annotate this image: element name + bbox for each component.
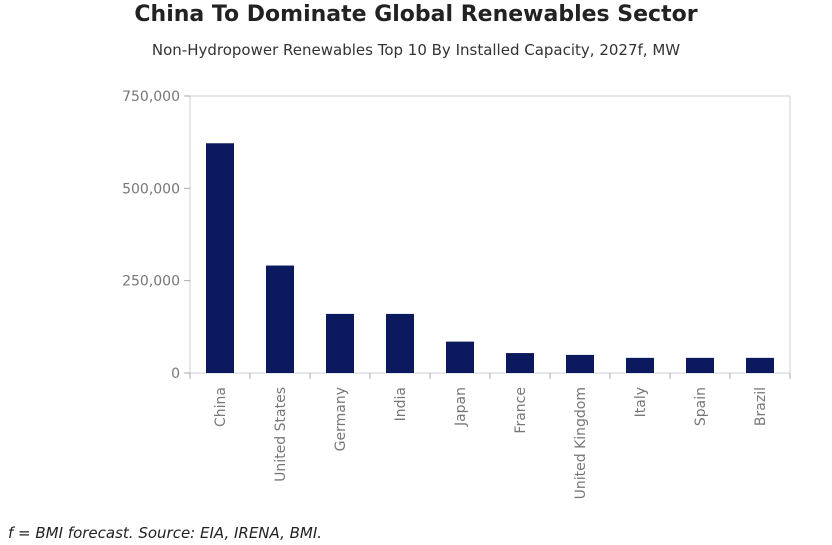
bar-italy [626, 357, 654, 373]
bar-brazil [746, 357, 774, 373]
bar-japan [446, 341, 474, 373]
bar-spain [686, 357, 714, 373]
y-tick-label: 250,000 [122, 274, 180, 290]
x-category-label: Germany [333, 387, 349, 451]
chart-subtitle: Non-Hydropower Renewables Top 10 By Inst… [151, 41, 681, 59]
y-axis-ticks: 0 250,000 500,000 750,000 [122, 89, 190, 382]
x-category-label: Italy [633, 387, 649, 417]
bar-germany [326, 313, 354, 373]
x-axis-labels: China United States Germany India Japan Franc… [189, 373, 791, 499]
bar-india [386, 313, 414, 373]
source-footnote: f = BMI forecast. Source: EIA, IRENA, BM… [8, 524, 323, 542]
x-category-label: Brazil [753, 387, 769, 426]
chart-title: China To Dominate Global Renewables Sect… [134, 2, 698, 27]
x-category-label: France [513, 387, 529, 434]
x-category-label: Japan [453, 387, 469, 427]
y-tick-label: 0 [171, 366, 180, 382]
x-category-label: United Kingdom [573, 387, 589, 499]
y-tick-label: 500,000 [122, 181, 180, 197]
bar-china [206, 143, 234, 373]
chart-bars [206, 143, 774, 373]
y-tick-label: 750,000 [122, 89, 180, 105]
bar-united-states [266, 265, 294, 373]
x-category-label: India [393, 387, 409, 421]
x-category-label: China [213, 387, 229, 427]
x-category-label: Spain [693, 387, 709, 426]
x-category-label: United States [273, 387, 289, 482]
bar-france [506, 353, 534, 373]
bar-united-kingdom [566, 354, 594, 373]
